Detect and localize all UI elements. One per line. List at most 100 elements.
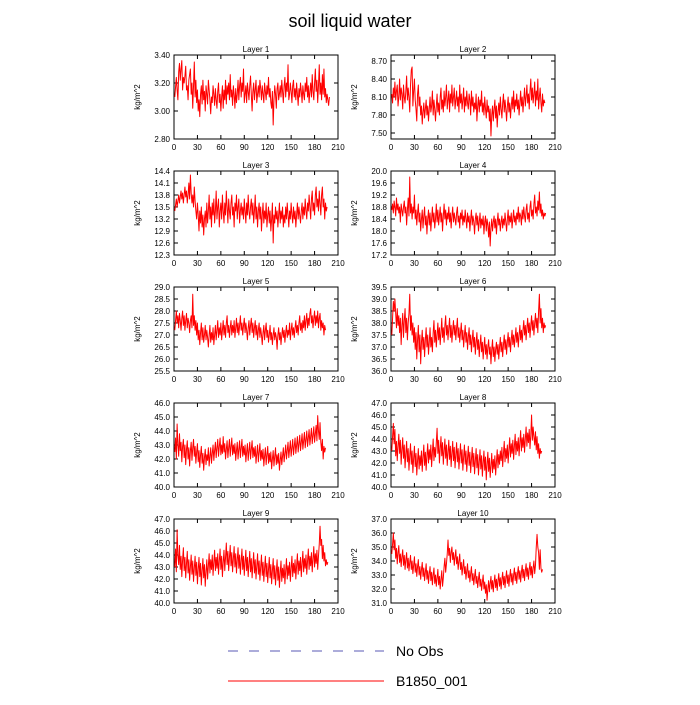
x-tick-label: 180	[525, 143, 539, 152]
y-tick-label: 44.0	[154, 551, 170, 560]
x-tick-label: 150	[284, 259, 298, 268]
panel-frame	[390, 170, 556, 256]
y-tick-label: 27.5	[154, 319, 170, 328]
y-tick-label: 45.0	[371, 423, 387, 432]
y-axis-label: kg/m^2	[350, 432, 359, 458]
x-tick-label: 0	[389, 491, 394, 500]
series-line-b1850	[391, 414, 543, 481]
x-tick-label: 180	[525, 607, 539, 616]
panel-layer-9: Layer 9 kg/m^2 0 30 60 90 120 150 180 210 40.0 41.0…	[133, 509, 345, 616]
x-tick-label: 180	[308, 143, 322, 152]
y-axis-label: kg/m^2	[133, 84, 142, 110]
y-tick-label: 29.0	[154, 283, 170, 292]
x-tick-label: 210	[548, 607, 562, 616]
y-axis-label: kg/m^2	[133, 316, 142, 342]
x-tick-label: 120	[261, 143, 275, 152]
x-tick-label: 90	[240, 491, 249, 500]
y-tick-label: 35.0	[371, 543, 387, 552]
x-tick-label: 150	[284, 607, 298, 616]
y-axis-label: kg/m^2	[350, 316, 359, 342]
y-tick-label: 41.0	[371, 471, 387, 480]
panel-grid: Layer 1 kg/m^2 0 30 60 90 120 150 180 210 2.80 3.00…	[133, 45, 562, 616]
y-tick-label: 34.0	[371, 557, 387, 566]
panel-title: Layer 9	[243, 509, 270, 518]
panel-frame	[173, 54, 339, 140]
y-tick-label: 40.0	[154, 483, 170, 492]
series-line-b1850	[174, 60, 330, 126]
y-tick-label: 13.2	[154, 215, 170, 224]
panel-layer-5: Layer 5 kg/m^2 0 30 60 90 120 150 180 210 25.5 26.0…	[133, 277, 345, 384]
x-tick-label: 60	[433, 143, 442, 152]
x-tick-label: 180	[525, 491, 539, 500]
y-tick-label: 43.0	[371, 447, 387, 456]
y-tick-label: 12.9	[154, 227, 170, 236]
y-tick-label: 8.40	[371, 75, 387, 84]
panel-frame	[390, 286, 556, 372]
y-tick-label: 28.5	[154, 295, 170, 304]
x-tick-label: 120	[478, 143, 492, 152]
x-tick-label: 120	[261, 259, 275, 268]
x-tick-label: 90	[240, 375, 249, 384]
y-tick-label: 44.0	[154, 427, 170, 436]
x-tick-label: 210	[331, 607, 345, 616]
x-tick-label: 150	[284, 143, 298, 152]
panel-title: Layer 8	[460, 393, 487, 402]
x-tick-label: 90	[457, 491, 466, 500]
y-tick-label: 25.5	[154, 367, 170, 376]
y-tick-label: 32.0	[371, 585, 387, 594]
x-tick-label: 210	[548, 259, 562, 268]
y-tick-label: 38.0	[371, 319, 387, 328]
x-tick-label: 210	[548, 491, 562, 500]
y-tick-label: 41.0	[154, 587, 170, 596]
panel-title: Layer 2	[460, 45, 487, 54]
y-tick-label: 45.0	[154, 413, 170, 422]
x-tick-label: 90	[457, 143, 466, 152]
y-tick-label: 36.0	[371, 529, 387, 538]
x-tick-label: 30	[410, 143, 419, 152]
x-tick-label: 180	[308, 491, 322, 500]
y-axis-label: kg/m^2	[133, 200, 142, 226]
y-tick-label: 19.6	[371, 179, 387, 188]
panel-title: Layer 4	[460, 161, 487, 170]
y-tick-label: 2.80	[154, 135, 170, 144]
x-tick-label: 120	[478, 259, 492, 268]
x-tick-label: 0	[389, 143, 394, 152]
x-tick-label: 210	[331, 259, 345, 268]
y-tick-label: 18.0	[371, 227, 387, 236]
panel-title: Layer 3	[243, 161, 270, 170]
legend-no-obs-label: No Obs	[396, 643, 443, 659]
x-tick-label: 120	[478, 607, 492, 616]
y-axis-label: kg/m^2	[133, 432, 142, 458]
x-tick-label: 60	[433, 607, 442, 616]
y-tick-label: 45.0	[154, 539, 170, 548]
y-axis-label: kg/m^2	[350, 84, 359, 110]
x-tick-label: 30	[410, 259, 419, 268]
panel-frame	[173, 402, 339, 488]
x-tick-label: 30	[193, 143, 202, 152]
series-line-b1850	[391, 66, 546, 137]
x-tick-label: 150	[501, 143, 515, 152]
x-tick-label: 0	[172, 607, 177, 616]
y-tick-label: 12.3	[154, 251, 170, 260]
y-tick-label: 33.0	[371, 571, 387, 580]
x-tick-label: 210	[331, 491, 345, 500]
y-tick-label: 47.0	[371, 399, 387, 408]
x-tick-label: 0	[172, 491, 177, 500]
panel-title: Layer 7	[243, 393, 270, 402]
x-tick-label: 120	[261, 375, 275, 384]
y-tick-label: 18.4	[371, 215, 387, 224]
x-tick-label: 60	[216, 607, 225, 616]
y-tick-label: 17.2	[371, 251, 387, 260]
x-tick-label: 30	[193, 375, 202, 384]
y-tick-label: 12.6	[154, 239, 170, 248]
x-tick-label: 90	[457, 607, 466, 616]
x-tick-label: 210	[548, 143, 562, 152]
panel-layer-10: Layer 10 kg/m^2 0 30 60 90 120 150 180 210 31.0 32.…	[350, 509, 562, 616]
series-line-b1850	[174, 174, 328, 244]
x-tick-label: 30	[410, 607, 419, 616]
x-tick-label: 210	[331, 143, 345, 152]
y-tick-label: 46.0	[154, 399, 170, 408]
x-tick-label: 150	[501, 375, 515, 384]
y-tick-label: 42.0	[154, 455, 170, 464]
panel-layer-1: Layer 1 kg/m^2 0 30 60 90 120 150 180 210 2.80 3.00…	[133, 45, 345, 152]
